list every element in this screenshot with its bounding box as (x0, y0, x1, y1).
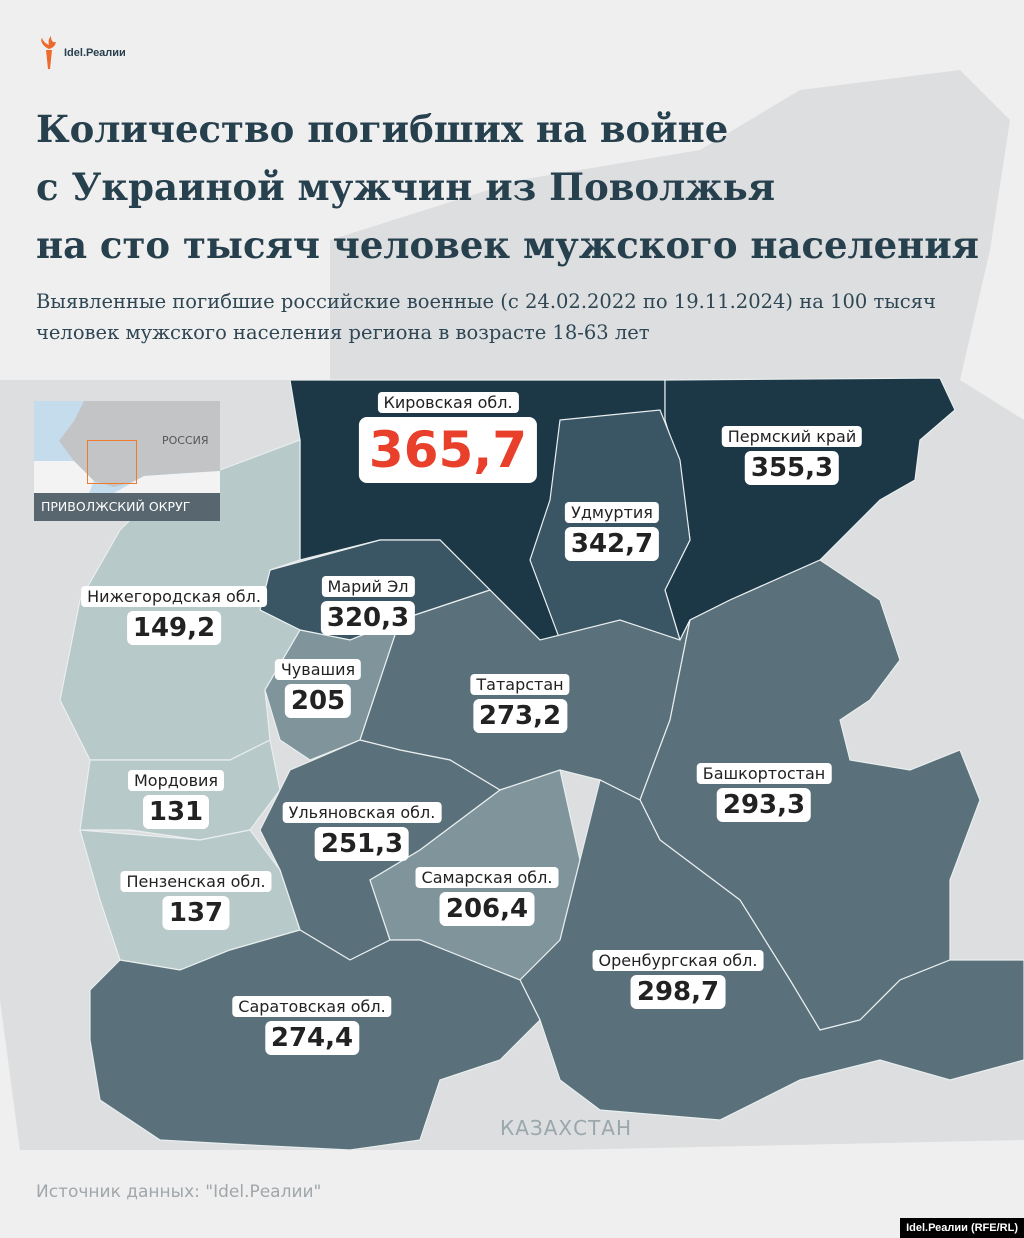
region-name: Удмуртия (565, 502, 659, 523)
title-line: на сто тысяч человек мужского населения (36, 223, 979, 267)
region-label: Самарская обл. 206,4 (415, 867, 559, 926)
region-name: Оренбургская обл. (592, 950, 764, 971)
logo-text: Idel.Реалии (64, 47, 126, 59)
locator-highlight (87, 440, 137, 484)
region-label: Нижегородская обл. 149,2 (81, 586, 267, 645)
region-value: 149,2 (126, 611, 222, 645)
locator-map: РОССИЯ ПРИВОЛЖСКИЙ ОКРУГ (34, 401, 220, 521)
source-note: Источник данных: "Idel.Реалии" (36, 1182, 322, 1202)
region-value: 131 (142, 795, 210, 829)
subtitle: Выявленные погибшие российские военные (… (36, 290, 936, 344)
region-value: 293,3 (716, 788, 812, 822)
region-orenburg[interactable] (519, 779, 1024, 1121)
region-name: Самарская обл. (415, 867, 559, 888)
region-name: Нижегородская обл. (81, 586, 267, 607)
region-name: Татарстан (470, 674, 570, 695)
region-label: Чувашия 205 (274, 659, 362, 718)
region-label: Татарстан 273,2 (470, 674, 570, 733)
credit: Idel.Реалии (RFE/RL) (900, 1218, 1024, 1238)
region-label: Оренбургская обл. 298,7 (592, 950, 764, 1009)
region-value: 320,3 (320, 601, 416, 635)
region-value: 298,7 (630, 975, 726, 1009)
region-value: 205 (284, 684, 352, 718)
title-line: с Украиной мужчин из Поволжья (36, 165, 776, 209)
region-value: 251,3 (314, 827, 410, 861)
region-name: Ульяновская обл. (282, 802, 442, 823)
neighbor-label: КАЗАХСТАН (500, 1116, 632, 1140)
region-value: 137 (162, 896, 230, 930)
region-name: Мордовия (127, 770, 225, 791)
torch-icon (41, 36, 56, 69)
region-name: Пензенская обл. (120, 871, 272, 892)
region-label: Удмуртия 342,7 (564, 502, 660, 561)
region-value: 273,2 (472, 699, 568, 733)
region-label: Кировская обл. 365,7 (358, 392, 538, 483)
region-name: Пермский край (721, 426, 863, 447)
region-name: Чувашия (274, 659, 362, 680)
region-value: 365,7 (358, 417, 538, 483)
region-name: Башкортостан (696, 763, 832, 784)
region-label: Пензенская обл. 137 (120, 871, 272, 930)
locator-caption: ПРИВОЛЖСКИЙ ОКРУГ (34, 493, 220, 521)
region-value: 355,3 (744, 451, 840, 485)
region-value: 206,4 (439, 892, 535, 926)
region-value: 342,7 (564, 527, 660, 561)
region-label: Мордовия 131 (127, 770, 225, 829)
region-label: Ульяновская обл. 251,3 (282, 802, 442, 861)
page-title: Количество погибших на войне с Украиной … (36, 100, 979, 274)
region-name: Саратовская обл. (232, 996, 392, 1017)
region-label: Башкортостан 293,3 (696, 763, 832, 822)
logo: Idel.Реалии (38, 36, 126, 70)
region-label: Саратовская обл. 274,4 (232, 996, 392, 1055)
title-line: Количество погибших на войне (36, 107, 729, 151)
region-name: Марий Эл (321, 576, 415, 597)
region-label: Пермский край 355,3 (721, 426, 863, 485)
region-label: Марий Эл 320,3 (320, 576, 416, 635)
region-name: Кировская обл. (377, 392, 519, 413)
country-label: РОССИЯ (162, 434, 209, 447)
region-value: 274,4 (264, 1021, 360, 1055)
